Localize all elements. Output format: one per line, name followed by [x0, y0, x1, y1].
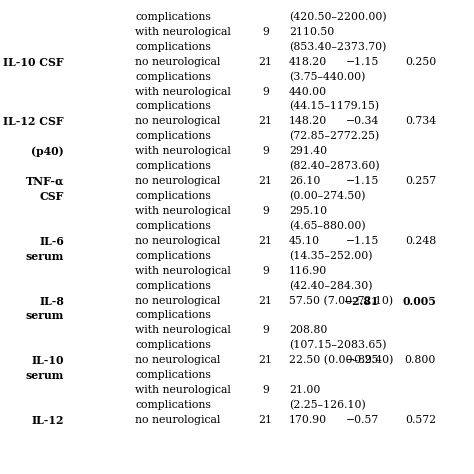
Text: 21: 21 — [258, 296, 273, 306]
Text: −1.15: −1.15 — [346, 57, 379, 67]
Text: no neurological: no neurological — [135, 296, 220, 306]
Text: 21: 21 — [258, 356, 273, 365]
Text: (853.40–2373.70): (853.40–2373.70) — [289, 42, 386, 52]
Text: 116.90: 116.90 — [289, 265, 328, 276]
Text: complications: complications — [135, 370, 211, 380]
Text: no neurological: no neurological — [135, 176, 220, 186]
Text: no neurological: no neurological — [135, 117, 220, 127]
Text: 45.10: 45.10 — [289, 236, 320, 246]
Text: (72.85–2772.25): (72.85–2772.25) — [289, 131, 379, 142]
Text: 0.734: 0.734 — [405, 117, 436, 127]
Text: (14.35–252.00): (14.35–252.00) — [289, 251, 373, 261]
Text: with neurological: with neurological — [135, 146, 231, 156]
Text: 170.90: 170.90 — [289, 415, 327, 425]
Text: with neurological: with neurological — [135, 326, 231, 336]
Text: no neurological: no neurological — [135, 57, 220, 67]
Text: 0.248: 0.248 — [405, 236, 436, 246]
Text: 0.257: 0.257 — [405, 176, 436, 186]
Text: (44.15–1179.15): (44.15–1179.15) — [289, 101, 379, 112]
Text: 9: 9 — [262, 146, 269, 156]
Text: 9: 9 — [262, 206, 269, 216]
Text: 9: 9 — [262, 27, 269, 37]
Text: 21: 21 — [258, 57, 273, 67]
Text: serum: serum — [26, 310, 64, 321]
Text: 2110.50: 2110.50 — [289, 27, 334, 37]
Text: IL-10 CSF: IL-10 CSF — [3, 57, 64, 68]
Text: with neurological: with neurological — [135, 265, 231, 276]
Text: 9: 9 — [262, 87, 269, 97]
Text: with neurological: with neurological — [135, 87, 231, 97]
Text: 291.40: 291.40 — [289, 146, 327, 156]
Text: complications: complications — [135, 400, 211, 410]
Text: no neurological: no neurological — [135, 356, 220, 365]
Text: serum: serum — [26, 251, 64, 262]
Text: 295.10: 295.10 — [289, 206, 327, 216]
Text: complications: complications — [135, 281, 211, 291]
Text: 440.00: 440.00 — [289, 87, 327, 97]
Text: 21.00: 21.00 — [289, 385, 320, 395]
Text: CSF: CSF — [40, 191, 64, 202]
Text: with neurological: with neurological — [135, 27, 231, 37]
Text: IL-12 CSF: IL-12 CSF — [3, 117, 64, 128]
Text: with neurological: with neurological — [135, 206, 231, 216]
Text: 0.572: 0.572 — [405, 415, 436, 425]
Text: serum: serum — [26, 370, 64, 381]
Text: (2.25–126.10): (2.25–126.10) — [289, 400, 366, 410]
Text: (0.00–274.50): (0.00–274.50) — [289, 191, 365, 201]
Text: complications: complications — [135, 131, 211, 141]
Text: TNF-α: TNF-α — [26, 176, 64, 187]
Text: (3.75–440.00): (3.75–440.00) — [289, 72, 365, 82]
Text: 21: 21 — [258, 236, 273, 246]
Text: 0.250: 0.250 — [405, 57, 436, 67]
Text: (42.40–284.30): (42.40–284.30) — [289, 281, 373, 291]
Text: (420.50–2200.00): (420.50–2200.00) — [289, 12, 387, 22]
Text: complications: complications — [135, 340, 211, 350]
Text: 57.50 (7.00–72.10): 57.50 (7.00–72.10) — [289, 296, 393, 306]
Text: (4.65–880.00): (4.65–880.00) — [289, 221, 366, 231]
Text: −1.15: −1.15 — [346, 236, 379, 246]
Text: −2.81: −2.81 — [344, 296, 379, 307]
Text: complications: complications — [135, 101, 211, 111]
Text: IL-6: IL-6 — [39, 236, 64, 247]
Text: 21: 21 — [258, 176, 273, 186]
Text: 9: 9 — [262, 265, 269, 276]
Text: −0.34: −0.34 — [346, 117, 379, 127]
Text: complications: complications — [135, 161, 211, 171]
Text: complications: complications — [135, 42, 211, 52]
Text: −0.57: −0.57 — [346, 415, 379, 425]
Text: 26.10: 26.10 — [289, 176, 320, 186]
Text: no neurological: no neurological — [135, 415, 220, 425]
Text: (82.40–2873.60): (82.40–2873.60) — [289, 161, 380, 172]
Text: complications: complications — [135, 221, 211, 231]
Text: 22.50 (0.00–89.40): 22.50 (0.00–89.40) — [289, 356, 393, 365]
Text: 9: 9 — [262, 326, 269, 336]
Text: complications: complications — [135, 191, 211, 201]
Text: complications: complications — [135, 310, 211, 320]
Text: IL-8: IL-8 — [39, 296, 64, 307]
Text: 0.005: 0.005 — [402, 296, 436, 307]
Text: (107.15–2083.65): (107.15–2083.65) — [289, 340, 387, 351]
Text: 21: 21 — [258, 117, 273, 127]
Text: (p40): (p40) — [31, 146, 64, 157]
Text: 418.20: 418.20 — [289, 57, 328, 67]
Text: IL-12: IL-12 — [31, 415, 64, 426]
Text: complications: complications — [135, 251, 211, 261]
Text: 21: 21 — [258, 415, 273, 425]
Text: complications: complications — [135, 72, 211, 82]
Text: 148.20: 148.20 — [289, 117, 328, 127]
Text: −0.25: −0.25 — [346, 356, 379, 365]
Text: 9: 9 — [262, 385, 269, 395]
Text: −1.15: −1.15 — [346, 176, 379, 186]
Text: complications: complications — [135, 12, 211, 22]
Text: 208.80: 208.80 — [289, 326, 328, 336]
Text: with neurological: with neurological — [135, 385, 231, 395]
Text: no neurological: no neurological — [135, 236, 220, 246]
Text: IL-10: IL-10 — [31, 356, 64, 366]
Text: 0.800: 0.800 — [405, 356, 436, 365]
